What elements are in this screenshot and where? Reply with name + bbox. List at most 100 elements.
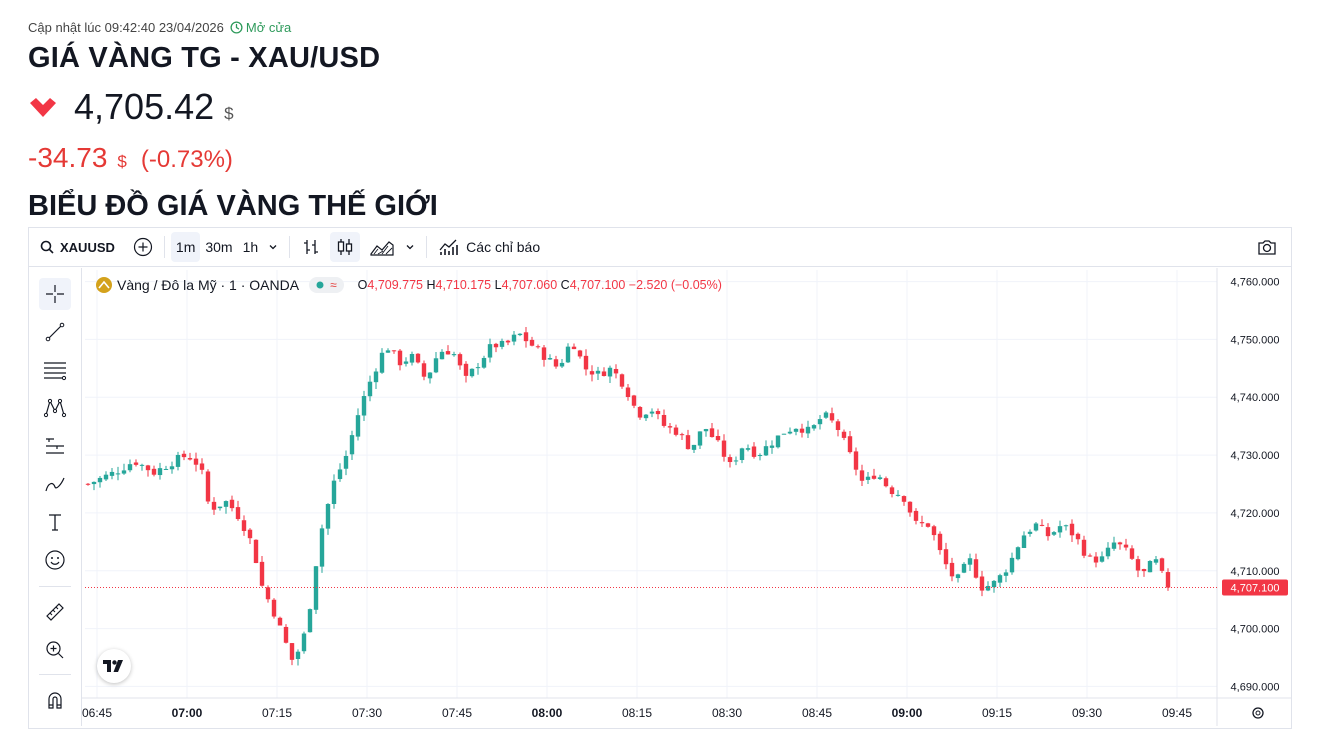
symbol-name: Vàng / Đô la Mỹ · 1 · OANDA <box>117 277 300 293</box>
candle <box>685 435 691 450</box>
candle <box>601 371 607 377</box>
candle <box>331 480 337 504</box>
candle <box>499 340 505 347</box>
zoom-tool[interactable] <box>39 634 71 666</box>
candle <box>385 350 391 353</box>
candle <box>211 501 217 510</box>
high-value: 4,710.175 <box>435 278 492 292</box>
candle <box>289 643 295 660</box>
interval-dropdown[interactable] <box>263 232 283 262</box>
change-currency: $ <box>117 152 127 171</box>
candle <box>271 599 277 617</box>
candle <box>1099 556 1105 562</box>
candle <box>259 561 265 586</box>
bars-style-button[interactable] <box>296 232 326 262</box>
status-dot-icon <box>316 281 324 289</box>
candle <box>553 359 559 367</box>
tradingview-logo[interactable] <box>97 649 131 683</box>
candle <box>535 346 541 348</box>
candles-style-button[interactable] <box>330 232 361 262</box>
candle <box>691 444 697 450</box>
candle <box>85 483 91 485</box>
text-tool[interactable] <box>39 506 71 538</box>
candle <box>523 332 529 342</box>
candle <box>175 454 181 467</box>
interval-1m[interactable]: 1m <box>170 232 201 262</box>
measure-tool[interactable] <box>39 596 71 628</box>
bar-change: −2.520 (−0.05%) <box>628 278 722 292</box>
y-tick-label: 4,740.000 <box>1231 392 1280 404</box>
x-tick-label: 09:45 <box>1162 706 1192 720</box>
candle <box>139 464 145 466</box>
candle <box>325 503 331 529</box>
candle <box>721 440 727 457</box>
candle <box>445 351 451 355</box>
divider <box>426 236 428 258</box>
candle <box>1123 544 1129 548</box>
candle <box>1063 525 1069 527</box>
trendline-tool[interactable] <box>39 316 71 348</box>
candle <box>1021 535 1027 549</box>
x-tick-label: 07:15 <box>262 706 292 720</box>
candle <box>379 352 385 373</box>
price-chart[interactable]: 4,707.100 4,760.000 4,750.000 4,740.000 4,73… <box>29 228 1291 728</box>
candle <box>463 363 469 376</box>
candle <box>643 414 649 419</box>
prediction-tool[interactable] <box>39 430 71 462</box>
candle <box>811 425 817 429</box>
candle <box>409 353 415 363</box>
candle <box>985 585 991 591</box>
candle <box>649 411 655 414</box>
pattern-tool[interactable] <box>39 392 71 424</box>
chart-style-dropdown[interactable] <box>400 232 420 262</box>
interval-30m[interactable]: 30m <box>205 239 233 255</box>
y-tick-label: 4,700.000 <box>1231 624 1280 636</box>
candle <box>661 414 667 426</box>
divider <box>289 236 291 258</box>
candle <box>1129 548 1135 559</box>
crosshair-tool[interactable] <box>39 278 71 310</box>
x-tick-label: 07:45 <box>442 706 472 720</box>
candle <box>145 465 151 471</box>
candle <box>967 558 973 565</box>
candle <box>913 510 919 521</box>
candle <box>133 462 139 465</box>
candle <box>889 487 895 495</box>
update-info: Cập nhật lúc 09:42:40 23/04/2026 Mở cửa <box>28 20 291 35</box>
candle <box>883 478 889 487</box>
wave-icon: ≈ <box>330 278 337 292</box>
candle <box>127 464 133 471</box>
emoji-tool[interactable] <box>39 544 71 576</box>
candle <box>517 333 523 336</box>
fib-tool[interactable] <box>39 354 71 386</box>
candle <box>163 468 169 470</box>
candle <box>595 370 601 374</box>
candle <box>421 363 427 377</box>
magnet-tool[interactable] <box>39 684 71 716</box>
indicators-button[interactable]: Các chỉ báo <box>433 232 545 262</box>
y-tick-label: 4,690.000 <box>1231 681 1280 693</box>
candle <box>529 339 535 346</box>
candle <box>193 458 199 465</box>
candle <box>727 457 733 463</box>
candle <box>1105 547 1111 557</box>
market-open-indicator[interactable]: ≈ <box>309 277 344 293</box>
candle <box>763 446 769 456</box>
candle <box>853 451 859 470</box>
snapshot-button[interactable] <box>1251 232 1283 262</box>
chevron-down-icon <box>269 245 277 250</box>
low-label: L <box>494 278 502 292</box>
compare-button[interactable] <box>128 232 158 262</box>
area-style-button[interactable] <box>364 232 400 262</box>
candle <box>241 520 247 531</box>
candle <box>907 501 913 513</box>
brush-tool[interactable] <box>39 468 71 500</box>
x-tick-label: 09:00 <box>892 706 923 720</box>
symbol-search[interactable]: XAUUSD <box>35 232 120 262</box>
ruler-icon <box>46 603 64 621</box>
plus-circle-icon <box>133 237 153 257</box>
candle <box>361 396 367 416</box>
candle <box>1075 533 1081 540</box>
price-currency: $ <box>224 104 234 123</box>
interval-1h[interactable]: 1h <box>242 239 259 255</box>
